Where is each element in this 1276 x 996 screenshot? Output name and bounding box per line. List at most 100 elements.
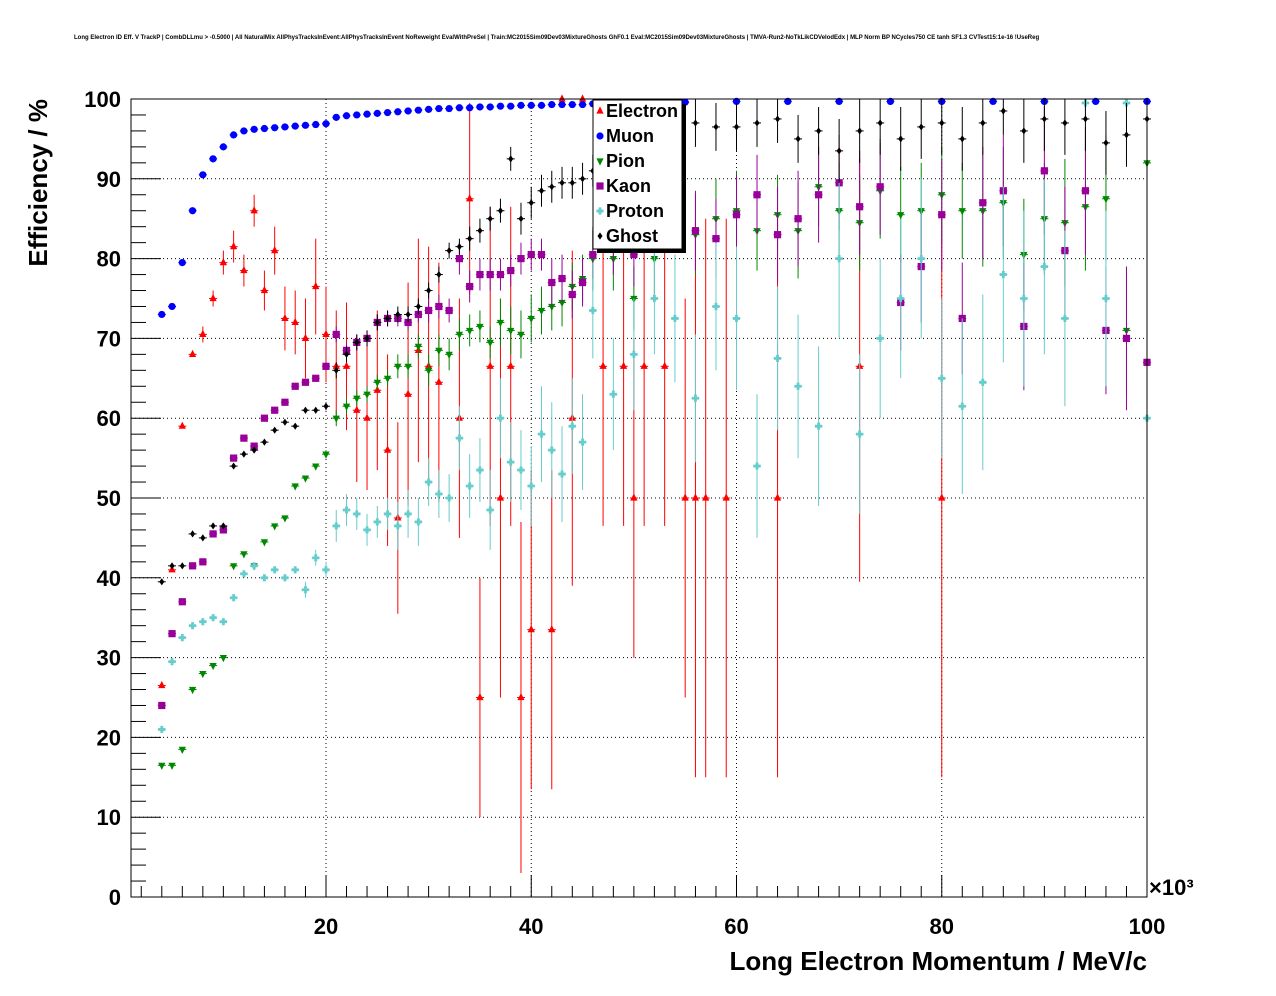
- muon-point: [476, 103, 484, 111]
- pion-point: [240, 551, 248, 559]
- pion-point: [271, 523, 279, 531]
- kaon-point: [240, 434, 248, 442]
- muon-point: [548, 100, 556, 109]
- muon-point: [578, 100, 587, 109]
- proton-point: [558, 470, 566, 478]
- muon-point: [886, 97, 895, 105]
- electron-point: [271, 246, 279, 254]
- proton-point: [250, 562, 258, 570]
- proton-point: [230, 594, 238, 602]
- proton-point: [589, 306, 597, 315]
- kaon-point: [250, 442, 258, 450]
- muon-point: [394, 108, 402, 116]
- ghost-point: [200, 534, 206, 542]
- ghost-point: [580, 175, 586, 183]
- kaon-point: [578, 278, 587, 287]
- electron-point: [301, 333, 310, 341]
- kaon-point: [332, 330, 340, 339]
- muon-point: [322, 120, 330, 128]
- kaon-point: [794, 215, 802, 223]
- ghost-point: [877, 119, 883, 127]
- pion-point: [219, 655, 227, 663]
- muon-point: [455, 104, 464, 112]
- ghost-point: [775, 115, 781, 123]
- proton-point: [291, 566, 299, 574]
- muon-point: [527, 101, 535, 109]
- proton-point: [322, 566, 330, 574]
- kaon-point: [209, 530, 217, 538]
- legend-label-proton: Proton: [606, 201, 664, 221]
- kaon-point: [271, 406, 279, 414]
- ghost-point: [292, 422, 298, 430]
- proton-point: [168, 657, 176, 666]
- pion-point: [281, 515, 289, 523]
- muon-point: [312, 120, 320, 129]
- plot-title: Long Electron ID Eff. V TrackP | CombDLL…: [74, 35, 1040, 41]
- pion-point: [260, 539, 269, 547]
- kaon-point: [938, 211, 946, 219]
- kaon-point: [312, 374, 320, 382]
- ghost-point: [231, 462, 237, 470]
- legend-marker-muon: [596, 132, 604, 140]
- electron-point: [527, 625, 535, 633]
- ghost-point: [959, 135, 965, 143]
- legend-box: [592, 99, 683, 250]
- x-tick-label: 60: [724, 914, 748, 939]
- legend-marker-electron: [596, 106, 604, 114]
- electron-point: [661, 361, 669, 369]
- pion-point: [558, 299, 566, 308]
- proton-point: [856, 430, 864, 438]
- pion-point: [548, 303, 556, 312]
- electron-point: [620, 361, 628, 369]
- axis-layer: 20 40 60 80 100 0 10 20 30 40 50 60 70 80 90 100: [84, 87, 1165, 939]
- electron-point: [178, 421, 186, 429]
- x-tick-label: 40: [519, 914, 543, 939]
- ghost-point: [467, 235, 473, 243]
- pion-point: [435, 347, 443, 355]
- electron-point: [496, 493, 505, 501]
- pion-point: [168, 762, 176, 770]
- proton-point: [312, 554, 320, 562]
- muon-point: [342, 112, 351, 120]
- y-tick-label: 10: [97, 805, 121, 830]
- proton-point: [445, 494, 453, 502]
- electron-point: [938, 493, 946, 501]
- pion-point: [897, 212, 905, 220]
- electron-point: [702, 493, 710, 501]
- x-axis-title: Long Electron Momentum / MeV/c: [730, 946, 1147, 976]
- muon-point: [568, 100, 576, 109]
- ghost-point: [1082, 115, 1088, 123]
- proton-point: [219, 618, 227, 626]
- ghost-point: [190, 530, 196, 538]
- ghost-point: [251, 446, 257, 454]
- kaon-point: [322, 362, 330, 370]
- proton-point: [188, 622, 197, 630]
- legend-label-ghost: Ghost: [606, 226, 658, 246]
- ghost-point: [374, 318, 380, 327]
- pion-point: [394, 363, 402, 371]
- electron-point: [599, 361, 607, 369]
- x-tick-label: 100: [1129, 914, 1166, 939]
- electron-point: [209, 293, 217, 302]
- muon-point: [681, 98, 689, 106]
- y-axis-title: Efficiency / %: [23, 99, 53, 267]
- ghost-point: [282, 418, 288, 426]
- proton-point: [373, 518, 381, 526]
- legend-label-electron: Electron: [606, 101, 678, 121]
- muon-point: [230, 131, 238, 139]
- ghost-point: [754, 119, 760, 127]
- ghost-point: [169, 562, 175, 570]
- ghost-point: [1103, 139, 1109, 147]
- electron-point: [517, 692, 525, 701]
- muon-point: [363, 110, 371, 118]
- kaon-point: [281, 398, 289, 406]
- pion-point: [486, 339, 494, 347]
- muon-point: [291, 122, 299, 130]
- electron-point: [312, 281, 320, 290]
- pion-point: [527, 315, 535, 324]
- y-tick-label: 50: [97, 486, 121, 511]
- muon-point: [353, 111, 361, 119]
- pion-point: [373, 379, 381, 387]
- proton-point: [630, 350, 638, 358]
